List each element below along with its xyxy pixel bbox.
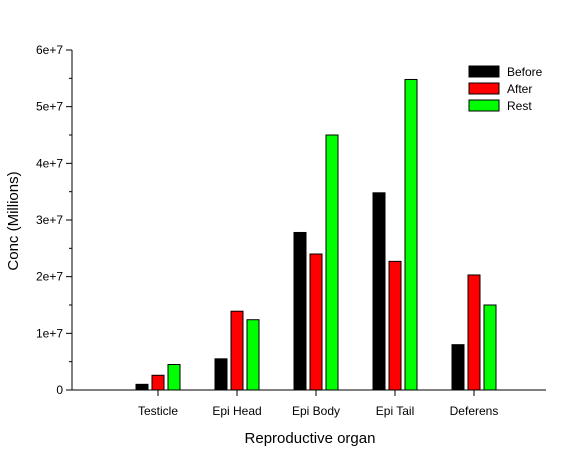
bar-after-deferens: [467, 274, 481, 391]
x-tick-label: Testicle: [138, 404, 178, 418]
x-axis-title: Reproductive organ: [245, 430, 376, 447]
legend-label-rest: Rest: [507, 99, 532, 113]
bar-after-epi-tail: [388, 260, 402, 391]
x-tick-label: Epi Body: [292, 404, 340, 418]
bar-rest-epi-head: [246, 319, 260, 391]
bar-after-testicle: [151, 374, 165, 391]
legend-swatch-after: [468, 82, 500, 95]
bar-before-deferens: [451, 344, 465, 391]
bar-after-epi-head: [230, 310, 244, 391]
legend-label-after: After: [507, 82, 532, 96]
legend-swatch-before: [468, 65, 500, 78]
y-tick-label: 0: [56, 383, 63, 397]
y-axis: 0 1e+7 2e+7 3e+7 4e+7 5e+7 6e+7: [36, 43, 73, 397]
bar-before-epi-tail: [372, 192, 386, 391]
bar-before-testicle: [135, 383, 149, 391]
bar-rest-deferens: [483, 304, 497, 391]
legend-label-before: Before: [507, 65, 543, 79]
bar-after-epi-body: [309, 253, 323, 391]
bar-rest-epi-tail: [404, 78, 418, 391]
bar-before-epi-body: [293, 231, 307, 391]
y-tick-label: 2e+7: [36, 270, 63, 284]
legend-swatch-rest: [468, 99, 500, 112]
y-tick-label: 1e+7: [36, 326, 63, 340]
y-tick-label: 4e+7: [36, 156, 63, 170]
bar-before-epi-head: [214, 358, 228, 391]
x-tick-label: Epi Tail: [376, 404, 414, 418]
x-tick-label: Epi Head: [212, 404, 261, 418]
y-tick-label: 5e+7: [36, 100, 63, 114]
x-tick-label: Deferens: [450, 404, 499, 418]
bar-rest-testicle: [167, 364, 181, 391]
plot-area: [135, 78, 497, 391]
y-tick-label: 3e+7: [36, 213, 63, 227]
x-axis: Testicle Epi Head Epi Body Epi Tail Deferens: [72, 389, 546, 418]
y-axis-title: Conc (Millions): [5, 171, 22, 270]
bar-rest-epi-body: [325, 134, 339, 391]
legend: Before After Rest: [468, 65, 543, 113]
y-tick-label: 6e+7: [36, 43, 63, 57]
